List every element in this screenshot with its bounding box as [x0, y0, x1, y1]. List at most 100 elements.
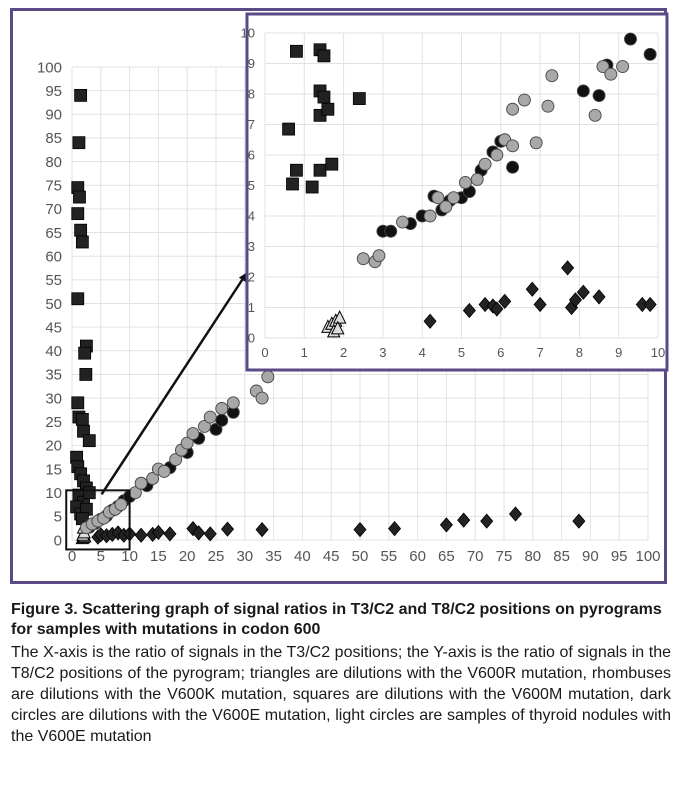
main-light-circles-point-15 [186, 427, 200, 441]
inset-rhombuses-point-5 [498, 293, 512, 310]
inset-light-circles-point-15 [517, 93, 531, 107]
main-light-circles-point-18 [215, 402, 229, 415]
inset-rhombuses-point-4 [490, 301, 504, 317]
main-xtick-label: 35 [265, 548, 282, 565]
main-ytick-label: 15 [45, 461, 62, 478]
main-light-circles-point-6 [114, 498, 128, 511]
main-xtick-label: 80 [524, 548, 541, 565]
main-ytick-label: 65 [45, 225, 62, 242]
inset-data-points [282, 32, 657, 338]
inset-ytick-label: 10 [241, 26, 255, 41]
main-xtick-label: 75 [496, 548, 513, 565]
inset-xtick-label: 4 [419, 345, 426, 360]
inset-rhombuses-point-1 [462, 302, 476, 319]
main-light-circles-point-9 [146, 472, 160, 485]
inset-squares-point-13 [305, 180, 319, 194]
inset-squares-point-10 [313, 163, 327, 177]
main-xtick-label: 90 [582, 548, 599, 565]
main-xtick-label: 0 [68, 548, 76, 565]
main-data-points [70, 88, 586, 545]
main-ytick-label: 0 [54, 532, 62, 549]
main-rhombuses-point-15 [255, 521, 269, 538]
inset-tick-labels: 0 1 2 3 4 5 6 7 8 9 10 0 1 2 3 4 5 6 7 8 9 10 [241, 26, 666, 360]
inset-light-circles-point-7 [447, 191, 461, 205]
main-ytick-label: 30 [45, 390, 62, 407]
main-ytick-label: 90 [45, 107, 62, 124]
main-squares-point-7 [71, 292, 85, 306]
main-xtick-label: 50 [352, 548, 369, 565]
inset-ytick-label: 7 [248, 117, 255, 132]
main-squares-point-9 [78, 346, 92, 360]
inset-light-circles-point-22 [616, 60, 630, 74]
main-squares-point-1 [72, 136, 86, 150]
inset-rhombuses-point-10 [568, 292, 582, 308]
inset-rhombuses-point-12 [592, 289, 606, 305]
main-xtick-label: 100 [635, 548, 660, 565]
inset-light-circles-point-4 [423, 209, 437, 223]
inset-xtick-label: 0 [261, 345, 268, 360]
main-light-circles-point-12 [169, 453, 183, 467]
main-ytick-label: 35 [45, 367, 62, 384]
main-dark-circles-point-13 [215, 413, 229, 427]
main-xtick-label: 55 [380, 548, 397, 565]
main-ytick-label: 60 [45, 248, 62, 265]
main-xtick-label: 10 [121, 548, 138, 565]
zoom-region-box [65, 489, 131, 551]
inset-rhombuses-point-6 [525, 281, 539, 297]
inset-dark-circles-point-16 [624, 32, 637, 46]
inset-dark-circles-point-1 [384, 224, 398, 238]
main-xtick-label: 40 [294, 548, 311, 565]
inset-xtick-label: 2 [340, 345, 347, 360]
inset-squares-point-0 [290, 44, 303, 58]
inset-ytick-label: 4 [248, 209, 255, 224]
inset-light-circles-point-9 [470, 172, 484, 186]
main-light-circles-point-16 [198, 420, 211, 433]
inset-light-circles-point-3 [396, 215, 409, 229]
inset-light-circles-point-11 [490, 148, 504, 162]
main-squares-point-13 [75, 412, 89, 426]
main-rhombuses-point-13 [203, 526, 217, 542]
main-rhombuses-point-10 [163, 526, 177, 542]
inset-squares-point-7 [352, 92, 366, 105]
inset-dark-circles-point-17 [643, 47, 657, 61]
caption-text: The X-axis is the ratio of signals in th… [11, 644, 671, 745]
inset-xtick-label: 6 [497, 345, 504, 360]
main-ytick-label: 85 [45, 130, 62, 147]
main-rhombuses-point-18 [439, 517, 453, 533]
main-xtick-label: 65 [438, 548, 455, 565]
inset-xtick-label: 1 [301, 345, 308, 360]
inset-ytick-label: 3 [248, 239, 255, 254]
main-ytick-label: 40 [45, 343, 62, 360]
inset-ytick-label: 8 [248, 87, 255, 102]
main-squares-point-3 [73, 190, 86, 204]
main-xtick-label: 95 [611, 548, 628, 565]
inset-light-circles-point-17 [541, 99, 555, 113]
main-tick-labels: 0 5 10 15 20 25 30 35 40 45 50 55 60 65 70 75 80 85 90 95 10… [37, 59, 661, 565]
main-squares-point-4 [71, 207, 85, 221]
main-xtick-label: 15 [150, 548, 167, 565]
inset-ytick-label: 6 [248, 148, 255, 163]
main-xtick-label: 20 [179, 548, 196, 565]
inset-xtick-label: 8 [576, 345, 583, 360]
inset-squares-point-11 [325, 157, 339, 171]
inset-xtick-label: 10 [651, 345, 665, 360]
inset-light-circles-point-14 [506, 102, 520, 116]
main-squares-point-0 [74, 88, 88, 102]
main-light-circles-point-8 [134, 476, 148, 490]
main-rhombuses-point-16 [353, 521, 367, 538]
main-squares-point-11 [71, 396, 85, 410]
main-xtick-label: 70 [467, 548, 484, 565]
inset-triangles-point-3 [332, 310, 347, 324]
inset-rhombuses-point-7 [533, 296, 547, 313]
inset-ytick-label: 1 [248, 300, 255, 315]
inset-squares-point-6 [321, 102, 335, 116]
main-squares-point-10 [79, 368, 93, 381]
main-ytick-label: 100 [37, 59, 62, 76]
inset-rhombuses-point-11 [576, 284, 590, 300]
inset-xtick-label: 7 [536, 345, 543, 360]
inset-ytick-label: 0 [248, 331, 255, 346]
main-light-circles-point-21 [255, 391, 269, 405]
main-rhombuses-point-9 [151, 524, 165, 541]
main-ytick-label: 10 [45, 485, 62, 502]
main-xtick-label: 25 [208, 548, 225, 565]
